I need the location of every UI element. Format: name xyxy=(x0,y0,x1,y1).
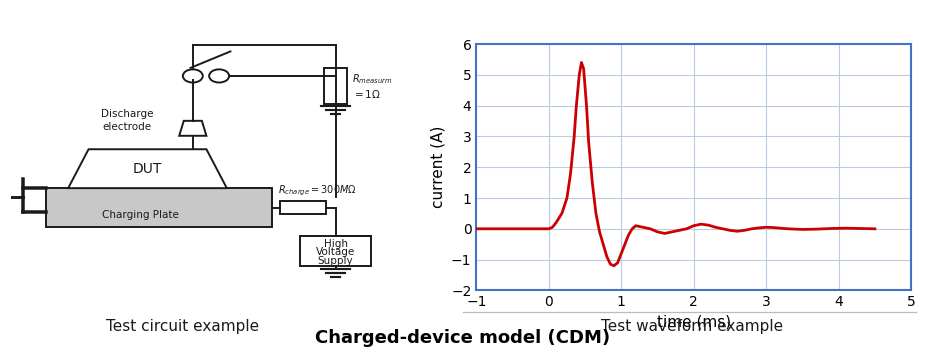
Text: $= 1\Omega$: $= 1\Omega$ xyxy=(352,88,381,100)
Bar xyxy=(301,236,371,266)
Text: Charged-device model (CDM): Charged-device model (CDM) xyxy=(314,329,610,347)
Text: Charging Plate: Charging Plate xyxy=(103,210,179,220)
Text: electrode: electrode xyxy=(103,122,152,132)
Text: High: High xyxy=(324,239,348,250)
Text: DUT: DUT xyxy=(133,162,162,176)
Polygon shape xyxy=(68,149,227,188)
Text: Supply: Supply xyxy=(318,256,353,265)
Text: $R_{measurm}$: $R_{measurm}$ xyxy=(352,72,393,86)
Bar xyxy=(325,68,347,104)
Text: Test waveform example: Test waveform example xyxy=(601,319,783,334)
X-axis label: time (ms): time (ms) xyxy=(657,315,731,330)
Polygon shape xyxy=(179,121,206,136)
Bar xyxy=(280,201,326,214)
Text: Test circuit example: Test circuit example xyxy=(106,319,260,334)
Text: $R_{charge}=300M\Omega$: $R_{charge}=300M\Omega$ xyxy=(278,184,357,198)
Bar xyxy=(45,188,272,227)
Text: Discharge: Discharge xyxy=(101,109,154,119)
Text: Voltage: Voltage xyxy=(316,247,355,257)
Y-axis label: current (A): current (A) xyxy=(430,126,446,208)
